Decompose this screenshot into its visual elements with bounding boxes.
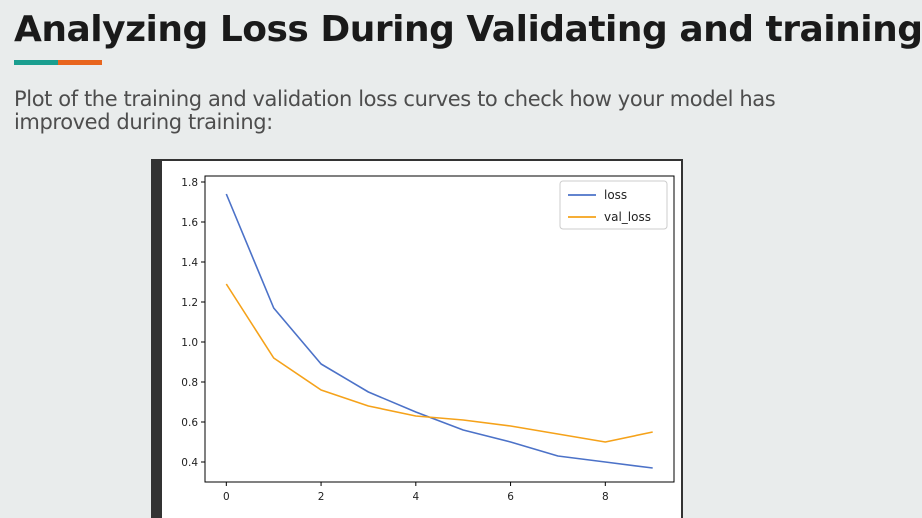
x-tick-label: 2 bbox=[318, 491, 325, 503]
figure-right-border bbox=[681, 159, 683, 518]
y-tick-label: 1.0 bbox=[181, 337, 198, 349]
y-tick-label: 0.4 bbox=[181, 457, 198, 469]
y-tick-label: 0.8 bbox=[181, 377, 198, 389]
loss-chart: 0 2 4 6 8 0.4 0.6 0.8 1.0 1.2 1.4 1.6 1.8 loss val_lo… bbox=[181, 175, 675, 503]
legend-label: val_loss bbox=[604, 210, 651, 224]
x-tick-label: 0 bbox=[223, 491, 230, 503]
y-tick-label: 0.6 bbox=[181, 417, 198, 429]
x-tick-label: 6 bbox=[507, 491, 514, 503]
y-tick-label: 1.4 bbox=[181, 257, 198, 269]
figure-top-border bbox=[151, 159, 683, 161]
title-accent-teal bbox=[14, 60, 58, 65]
x-tick-label: 4 bbox=[412, 491, 419, 503]
y-tick-label: 1.6 bbox=[181, 217, 198, 229]
description-text: Plot of the training and validation loss… bbox=[14, 87, 776, 134]
legend-label: loss bbox=[604, 188, 627, 202]
plot-frame bbox=[204, 175, 675, 483]
series-line-loss bbox=[225, 193, 653, 469]
title-accent-orange bbox=[58, 60, 102, 65]
x-tick-label: 8 bbox=[602, 491, 609, 503]
figure-left-border bbox=[151, 159, 162, 518]
page-title: Analyzing Loss During Validating and tra… bbox=[14, 9, 922, 50]
y-tick-label: 1.8 bbox=[181, 177, 198, 189]
y-tick-label: 1.2 bbox=[181, 297, 198, 309]
loss-chart-figure: 0 2 4 6 8 0.4 0.6 0.8 1.0 1.2 1.4 1.6 1.8 loss val_lo… bbox=[151, 159, 683, 518]
series-line-val-loss bbox=[225, 283, 653, 443]
